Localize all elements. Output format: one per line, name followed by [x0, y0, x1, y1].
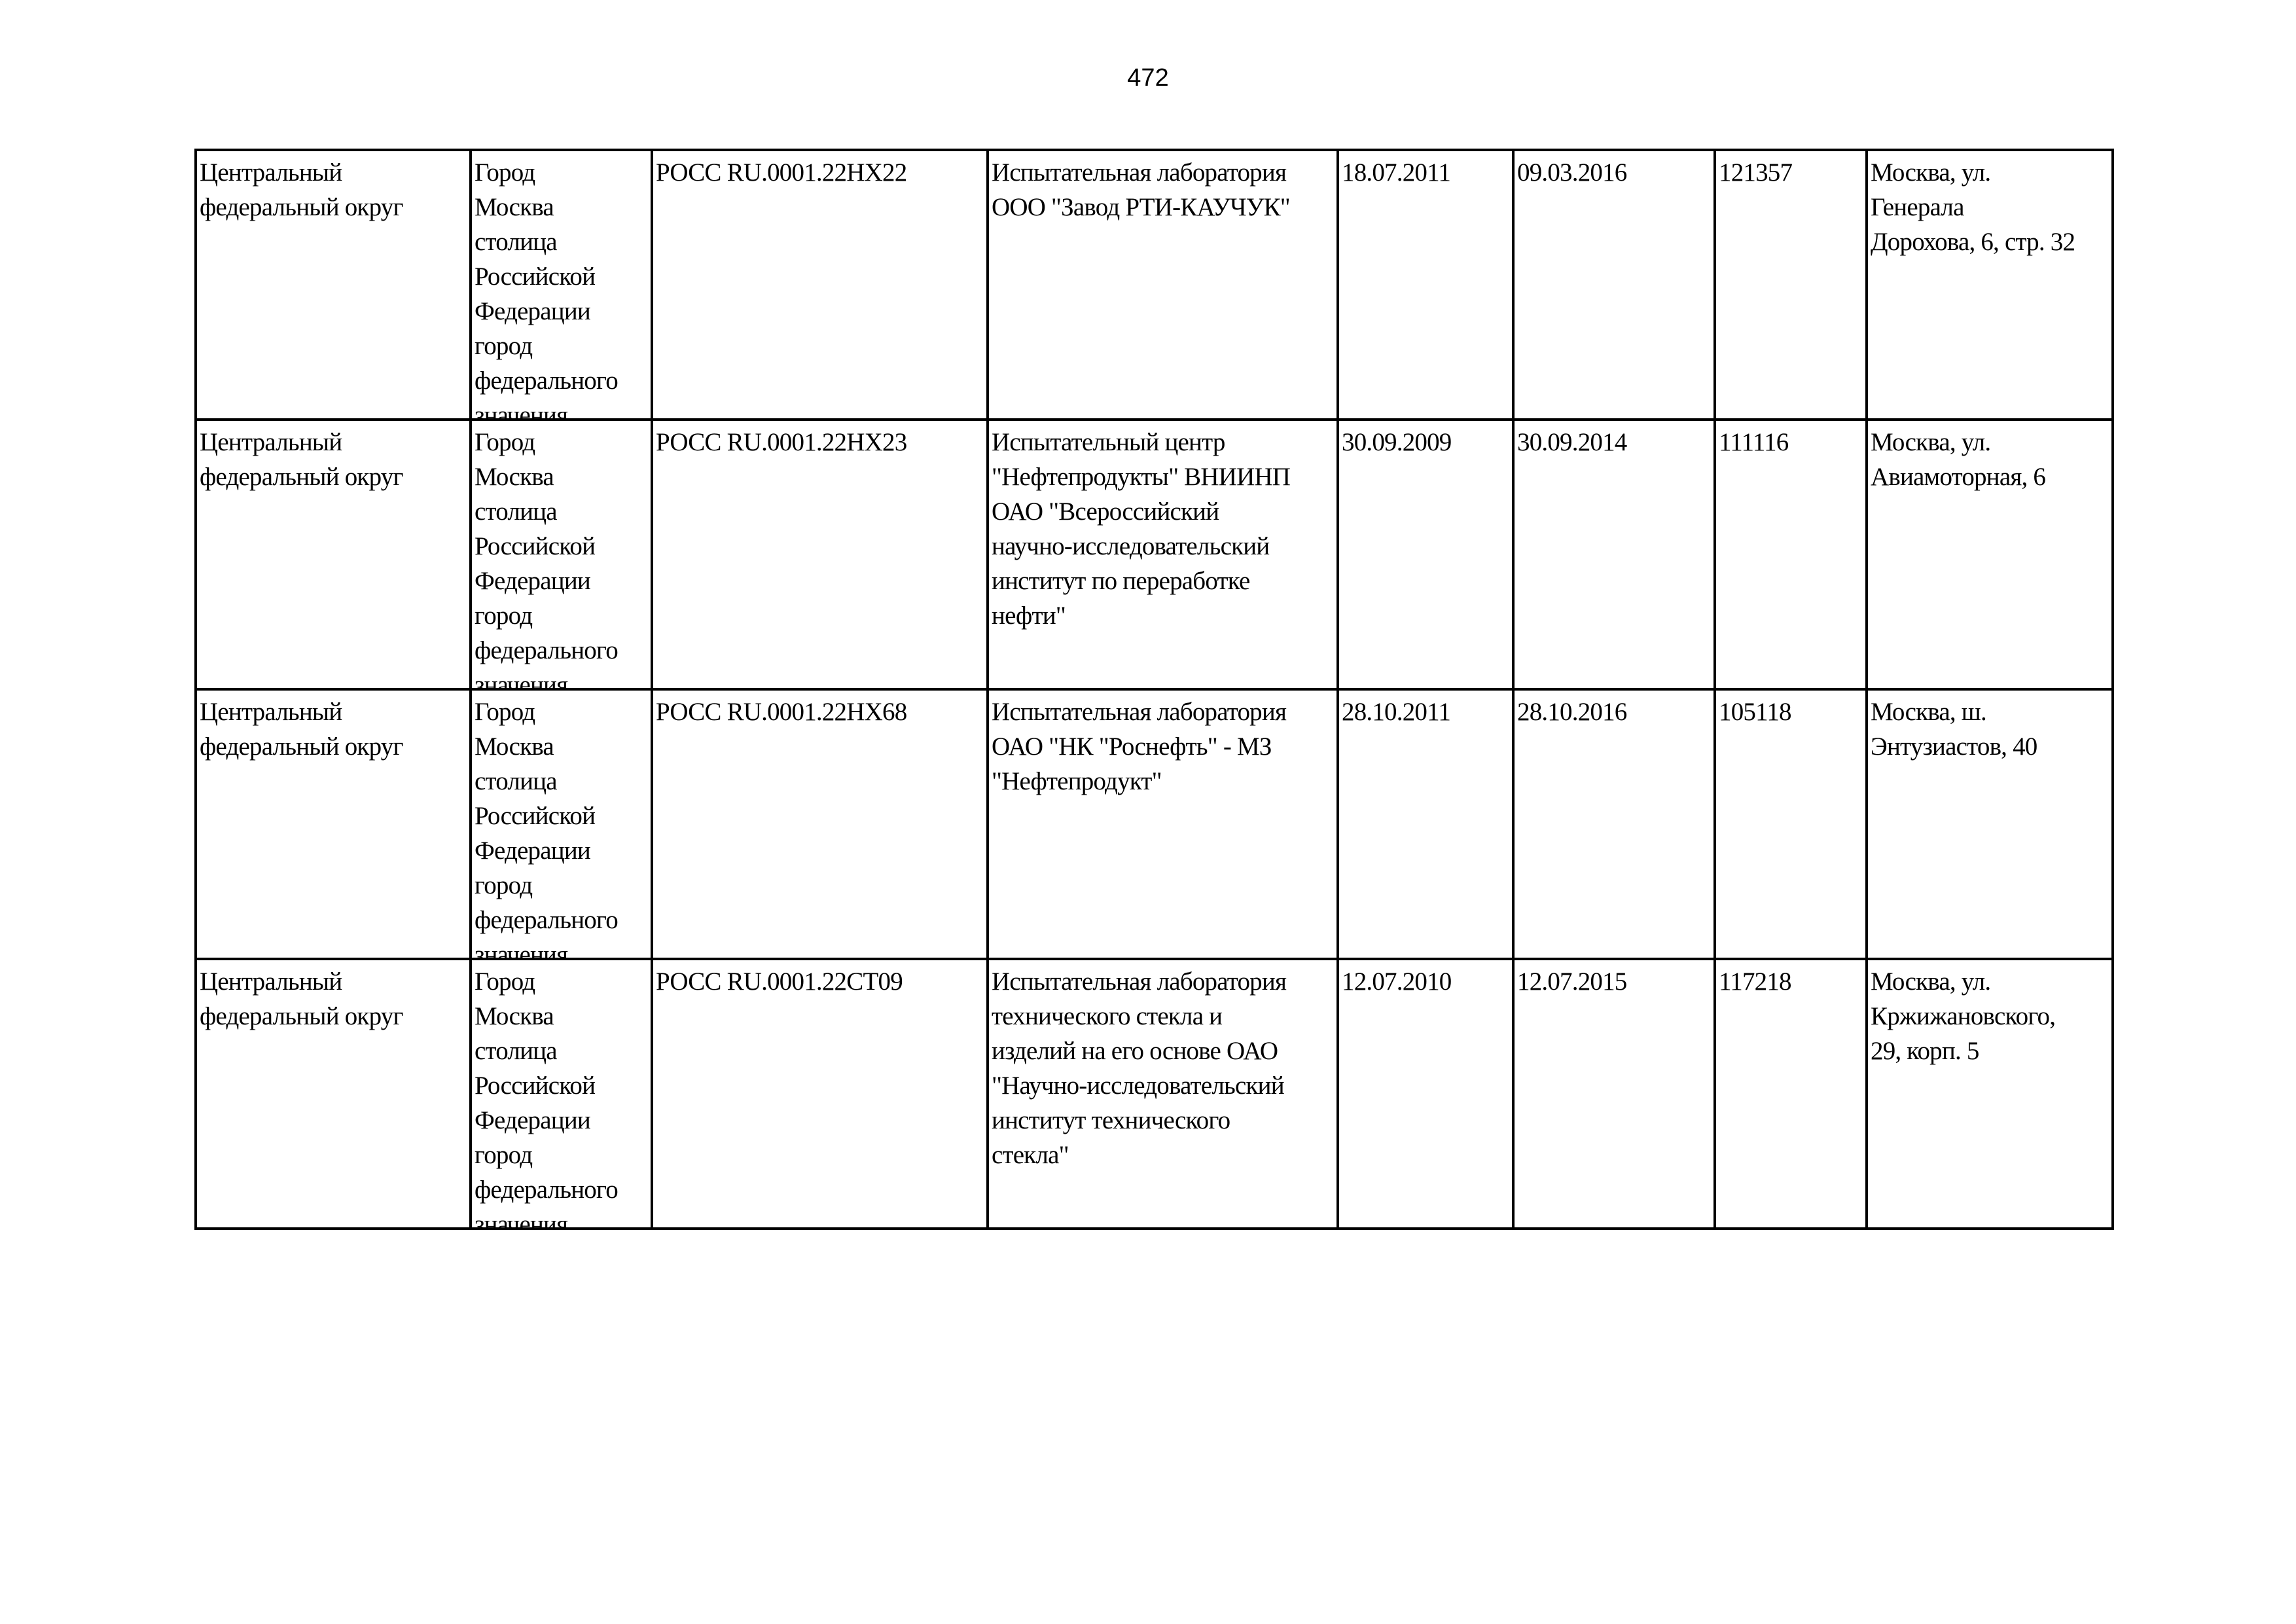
address-cell: Москва, ул. Генерала Дорохова, 6, стр. 3…	[1865, 149, 2114, 421]
certificate-number-cell: РОСС RU.0001.22НХ23	[651, 418, 989, 691]
issue-date-cell: 28.10.2011	[1336, 688, 1515, 960]
district-cell-text: Центральный федеральный округ	[200, 158, 403, 221]
expiry-date-cell: 28.10.2016	[1512, 688, 1716, 960]
expiry-date-cell-text: 09.03.2016	[1517, 158, 1627, 187]
address-cell: Москва, ш. Энтузиастов, 40	[1865, 688, 2114, 960]
address-cell-text: Москва, ш. Энтузиастов, 40	[1871, 698, 2037, 761]
issue-date-cell-text: 28.10.2011	[1342, 698, 1451, 726]
laboratories-table: Центральный федеральный округ Город Москв…	[194, 149, 2114, 1230]
page-number: 472	[1127, 64, 1169, 92]
region-cell: Город Москва столица Российской Федераци…	[469, 958, 653, 1230]
postcode-cell: 117218	[1713, 958, 1868, 1230]
address-cell-text: Москва, ул. Авиамоторная, 6	[1871, 428, 2046, 491]
expiry-date-cell-text: 30.09.2014	[1517, 428, 1627, 456]
address-cell: Москва, ул. Авиамоторная, 6	[1865, 418, 2114, 691]
district-cell-text: Центральный федеральный округ	[200, 967, 403, 1030]
issue-date-cell: 12.07.2010	[1336, 958, 1515, 1230]
district-cell-text: Центральный федеральный округ	[200, 698, 403, 761]
postcode-cell-text: 111116	[1719, 428, 1789, 456]
expiry-date-cell: 09.03.2016	[1512, 149, 1716, 421]
expiry-date-cell: 12.07.2015	[1512, 958, 1716, 1230]
region-cell: Город Москва столица Российской Федераци…	[469, 688, 653, 960]
district-cell-text: Центральный федеральный округ	[200, 428, 403, 491]
expiry-date-cell-text: 28.10.2016	[1517, 698, 1627, 726]
region-cell-text: Город Москва столица Российской Федераци…	[475, 967, 619, 1227]
address-cell-text: Москва, ул. Кржижановского, 29, корп. 5	[1871, 967, 2056, 1065]
laboratory-name-cell: Испытательная лаборатория ОАО "НК "Росне…	[986, 688, 1339, 960]
district-cell: Центральный федеральный округ	[194, 418, 472, 691]
laboratory-name-cell: Испытательная лаборатория технического с…	[986, 958, 1339, 1230]
expiry-date-cell-text: 12.07.2015	[1517, 967, 1627, 996]
laboratory-name-cell: Испытательная лаборатория ООО "Завод РТИ…	[986, 149, 1339, 421]
laboratory-name-cell: Испытательный центр "Нефтепродукты" ВНИИ…	[986, 418, 1339, 691]
certificate-number-cell: РОСС RU.0001.22СТ09	[651, 958, 989, 1230]
certificate-number-cell-text: РОСС RU.0001.22НХ22	[656, 158, 907, 187]
table-row: Центральный федеральный округ Город Москв…	[194, 418, 2114, 691]
postcode-cell: 111116	[1713, 418, 1868, 691]
table-row: Центральный федеральный округ Город Москв…	[194, 958, 2114, 1230]
district-cell: Центральный федеральный округ	[194, 688, 472, 960]
postcode-cell: 105118	[1713, 688, 1868, 960]
certificate-number-cell: РОСС RU.0001.22НХ22	[651, 149, 989, 421]
table-row: Центральный федеральный округ Город Москв…	[194, 149, 2114, 421]
district-cell: Центральный федеральный округ	[194, 958, 472, 1230]
laboratory-name-cell-text: Испытательная лаборатория технического с…	[992, 967, 1287, 1169]
postcode-cell-text: 117218	[1719, 967, 1792, 996]
address-cell-text: Москва, ул. Генерала Дорохова, 6, стр. 3…	[1871, 158, 2075, 256]
postcode-cell-text: 121357	[1719, 158, 1793, 187]
issue-date-cell: 18.07.2011	[1336, 149, 1515, 421]
laboratory-name-cell-text: Испытательная лаборатория ООО "Завод РТИ…	[992, 158, 1291, 221]
region-cell-text: Город Москва столица Российской Федераци…	[475, 158, 619, 418]
certificate-number-cell: РОСС RU.0001.22НХ68	[651, 688, 989, 960]
postcode-cell-text: 105118	[1719, 698, 1792, 726]
region-cell-text: Город Москва столица Российской Федераци…	[475, 698, 619, 958]
issue-date-cell-text: 18.07.2011	[1342, 158, 1451, 187]
expiry-date-cell: 30.09.2014	[1512, 418, 1716, 691]
address-cell: Москва, ул. Кржижановского, 29, корп. 5	[1865, 958, 2114, 1230]
certificate-number-cell-text: РОСС RU.0001.22НХ68	[656, 698, 907, 726]
laboratory-name-cell-text: Испытательный центр "Нефтепродукты" ВНИИ…	[992, 428, 1291, 630]
certificate-number-cell-text: РОСС RU.0001.22СТ09	[656, 967, 903, 996]
issue-date-cell: 30.09.2009	[1336, 418, 1515, 691]
region-cell-text: Город Москва столица Российской Федераци…	[475, 428, 619, 688]
region-cell: Город Москва столица Российской Федераци…	[469, 149, 653, 421]
postcode-cell: 121357	[1713, 149, 1868, 421]
certificate-number-cell-text: РОСС RU.0001.22НХ23	[656, 428, 907, 456]
issue-date-cell-text: 12.07.2010	[1342, 967, 1452, 996]
table-row: Центральный федеральный округ Город Москв…	[194, 688, 2114, 960]
district-cell: Центральный федеральный округ	[194, 149, 472, 421]
issue-date-cell-text: 30.09.2009	[1342, 428, 1452, 456]
laboratory-name-cell-text: Испытательная лаборатория ОАО "НК "Росне…	[992, 698, 1287, 795]
region-cell: Город Москва столица Российской Федераци…	[469, 418, 653, 691]
